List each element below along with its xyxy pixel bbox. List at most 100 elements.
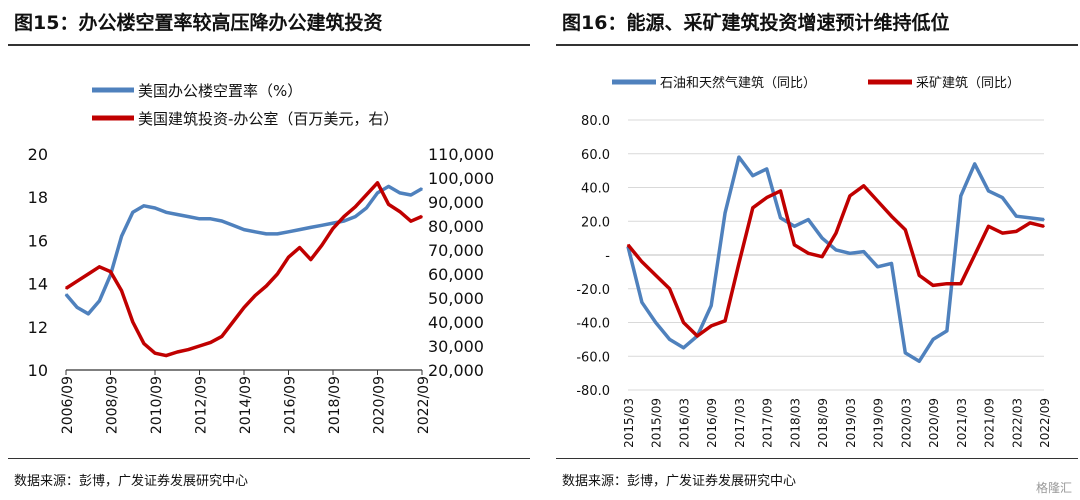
x-tick-label: 2017/03 [733, 398, 747, 448]
left-y-tick-label: 12 [28, 318, 48, 337]
x-tick-label: 2012/09 [194, 376, 210, 434]
data-point-0-17 [254, 230, 256, 233]
data-point-1-1 [76, 280, 78, 283]
x-tick-label: 2021/09 [983, 398, 997, 448]
x-tick-label: 2018/03 [788, 398, 802, 448]
data-point-0-1 [641, 301, 643, 304]
data-point-0-25 [343, 220, 345, 222]
legend-label-1: 美国建筑投资-办公室（百万美元，右） [138, 110, 398, 128]
left-y-tick-label: 20 [28, 145, 48, 164]
data-point-0-8 [738, 156, 740, 158]
data-point-0-28 [1015, 215, 1018, 217]
data-point-0-26 [354, 215, 357, 218]
x-tick-label: 2018/09 [327, 376, 343, 434]
data-point-1-0 [65, 287, 67, 290]
data-point-1-22 [309, 258, 312, 261]
data-point-1-6 [710, 325, 712, 327]
data-point-1-25 [343, 215, 345, 218]
x-tick-label: 2020/09 [927, 398, 941, 448]
left-chart-panel: 图15：办公楼空置率较高压降办公建筑投资 美国办公楼空置率（%） 美国建筑投资-办… [0, 0, 530, 500]
y-tick-label: -40.0 [576, 317, 610, 332]
data-point-0-3 [668, 338, 671, 341]
data-point-1-2 [654, 274, 657, 277]
data-point-1-10 [176, 351, 179, 353]
right-y-tick-label: 40,000 [428, 313, 484, 332]
x-tick-label: 2018/09 [816, 398, 830, 448]
data-point-1-15 [232, 321, 234, 323]
x-tick-label: 2010/09 [149, 376, 165, 434]
data-point-1-11 [187, 348, 190, 351]
data-point-0-12 [198, 218, 201, 220]
data-point-0-27 [365, 207, 368, 209]
data-point-1-19 [890, 215, 893, 217]
legend-label-0: 石油和天然气建筑（同比） [660, 75, 816, 91]
x-tick-label: 2016/09 [283, 376, 299, 434]
data-point-1-14 [220, 335, 223, 338]
data-point-1-31 [410, 220, 412, 222]
data-point-1-16 [849, 195, 851, 197]
data-point-1-13 [807, 252, 810, 255]
data-point-0-1 [76, 306, 78, 309]
right-chart-plot: 石油和天然气建筑（同比） 采矿建筑（同比） 80.0 60.0 40.0 20.0 - -20… [576, 75, 1052, 448]
x-tick-label: 2015/03 [622, 398, 636, 448]
data-point-0-21 [298, 228, 301, 231]
data-point-0-7 [724, 212, 726, 214]
data-point-1-8 [738, 262, 740, 265]
data-point-1-2 [87, 273, 90, 275]
data-point-0-12 [793, 225, 796, 228]
x-tick-label: 2008/09 [105, 376, 121, 434]
data-point-0-24 [332, 222, 334, 224]
legend-label-1: 采矿建筑（同比） [916, 75, 1020, 91]
data-point-1-30 [1043, 225, 1045, 228]
right-source-note: 数据来源：彭博，广发证券发展研究中心 [562, 474, 797, 489]
data-point-1-4 [682, 321, 685, 324]
data-point-1-9 [752, 206, 754, 209]
right-footer-rule [556, 458, 1078, 459]
series-line-mining [626, 184, 1045, 338]
data-point-0-30 [398, 192, 401, 194]
data-point-0-15 [232, 224, 234, 227]
data-point-0-6 [131, 211, 134, 214]
data-point-0-14 [220, 220, 223, 222]
data-point-0-5 [120, 235, 123, 237]
y-tick-label: 80.0 [581, 114, 610, 129]
left-footer-rule [8, 458, 530, 459]
data-point-0-16 [849, 252, 851, 255]
x-tick-label: 2020/09 [372, 376, 388, 434]
data-point-0-8 [154, 207, 156, 209]
y-tick-label: - [605, 249, 610, 264]
data-point-1-13 [209, 341, 212, 344]
data-point-0-10 [765, 168, 768, 170]
data-point-1-0 [627, 244, 629, 246]
data-point-1-21 [918, 274, 920, 277]
data-point-0-4 [682, 347, 685, 349]
data-point-0-19 [276, 233, 279, 235]
x-tick-label: 2016/03 [677, 398, 691, 448]
data-point-1-19 [276, 273, 279, 275]
x-tick-label: 2021/03 [955, 398, 969, 448]
left-y-tick-label: 14 [28, 275, 48, 294]
data-point-1-29 [387, 203, 390, 206]
x-tick-label: 2020/03 [899, 398, 913, 448]
data-point-1-3 [98, 266, 101, 268]
y-tick-label: 60.0 [581, 148, 610, 163]
data-point-0-9 [165, 211, 167, 214]
data-point-1-22 [932, 284, 934, 287]
data-point-1-12 [793, 244, 796, 246]
data-point-1-25 [973, 254, 976, 256]
right-y-tick-label: 90,000 [428, 193, 484, 212]
data-point-0-9 [752, 174, 754, 177]
x-tick-label: 2022/09 [1038, 398, 1052, 448]
y-tick-label: -80.0 [576, 384, 610, 399]
data-point-0-31 [410, 194, 412, 196]
data-point-0-10 [176, 213, 179, 216]
data-point-0-15 [835, 249, 837, 251]
data-point-1-17 [862, 185, 865, 187]
data-point-1-23 [946, 282, 948, 285]
right-y-tick-label: 100,000 [428, 169, 494, 188]
x-tick-label: 2017/09 [761, 398, 775, 448]
data-point-0-19 [890, 262, 893, 265]
data-point-1-20 [287, 256, 290, 259]
right-y-tick-label: 30,000 [428, 337, 484, 356]
right-y-tick-label: 20,000 [428, 361, 484, 380]
